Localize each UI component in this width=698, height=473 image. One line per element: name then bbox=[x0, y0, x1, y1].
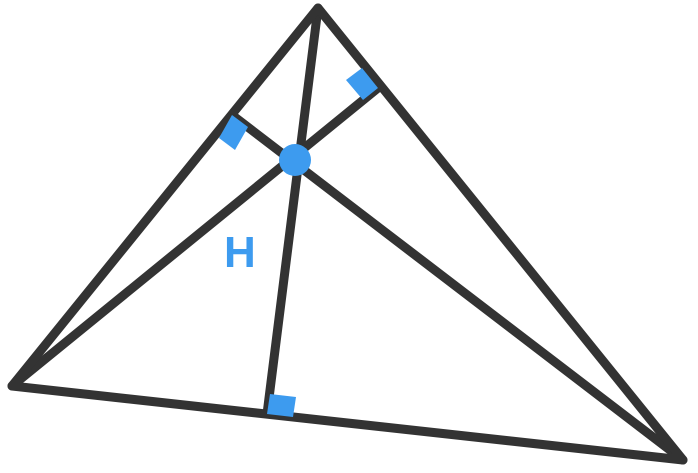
orthocenter-label: H bbox=[224, 228, 256, 277]
altitude-from-left-vertex bbox=[7, 83, 383, 391]
altitude-from-top-vertex bbox=[262, 3, 323, 419]
right-angle-marker-left-side bbox=[219, 115, 248, 150]
right-angle-marker-bottom bbox=[267, 394, 296, 417]
right-angle-marker-right-side bbox=[346, 68, 378, 100]
triangle bbox=[7, 3, 688, 465]
orthocenter-point bbox=[279, 144, 311, 176]
altitude-from-right-vertex bbox=[227, 110, 688, 465]
